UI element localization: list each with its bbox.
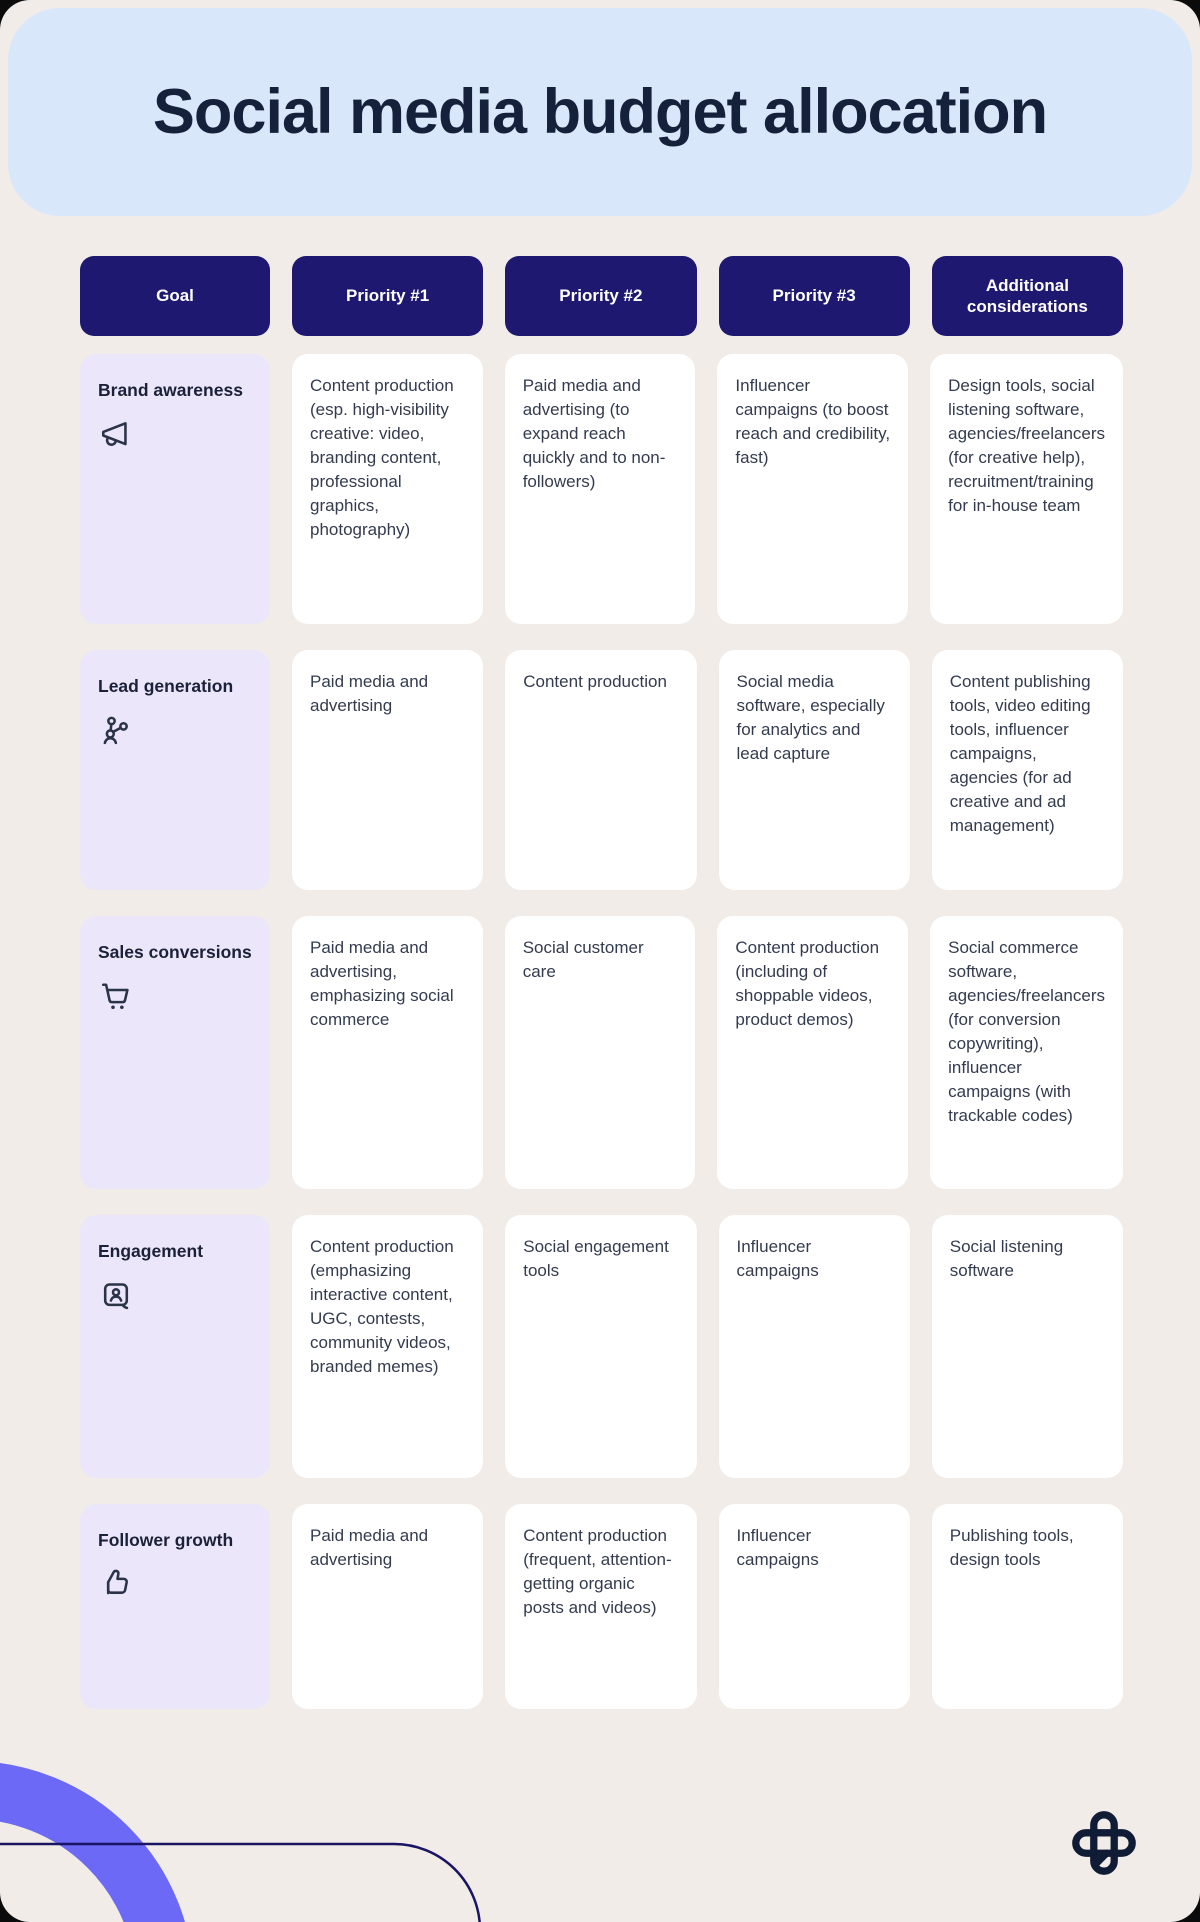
title-banner: Social media budget allocation [8,8,1192,216]
cell-priority-3: Influencer campaigns [718,1504,910,1709]
goal-cell-brand-awareness: Brand awareness [80,354,270,624]
header-priority-3: Priority #3 [718,256,910,336]
budget-allocation-table: Goal Priority #1 Priority #2 Priority #3… [80,256,1123,1735]
cell-priority-3: Social media software, especially for an… [718,650,910,890]
megaphone-icon [98,416,252,457]
table-row: Sales conversions Paid media and adverti… [80,916,1123,1189]
bottom-left-decoration [0,1763,482,1922]
header-priority-2: Priority #2 [505,256,697,336]
cell-priority-3: Influencer campaigns (to boost reach and… [717,354,909,624]
cell-priority-1: Paid media and advertising [292,1504,484,1709]
cell-priority-3: Content production (including of shoppab… [717,916,909,1189]
table-row: Follower growth Paid media and advertisi… [80,1504,1123,1709]
cell-priority-2: Social customer care [504,916,696,1189]
navy-outline-curve [0,1842,482,1922]
cell-priority-2: Content production (frequent, attention-… [505,1504,697,1709]
brand-logo-icon [1069,1808,1139,1878]
thumbs-up-icon [98,1566,252,1607]
cell-additional: Social commerce software, agencies/freel… [930,916,1123,1189]
goal-cell-sales-conversions: Sales conversions [80,916,270,1189]
table-header-row: Goal Priority #1 Priority #2 Priority #3… [80,256,1123,336]
cell-additional: Publishing tools, design tools [931,1504,1123,1709]
table-row: Brand awareness Content production (esp.… [80,354,1123,624]
goal-cell-follower-growth: Follower growth [80,1504,270,1709]
goal-label: Brand awareness [98,380,243,400]
table-row: Engagement Content production (emphasizi… [80,1215,1123,1478]
shopping-cart-icon [98,978,252,1019]
page-title: Social media budget allocation [152,77,1048,147]
person-chat-icon [98,1277,252,1318]
blue-arc [0,1763,185,1922]
cell-priority-1: Paid media and advertising, emphasizing … [292,916,483,1189]
header-priority-1: Priority #1 [292,256,484,336]
cell-priority-1: Content production (emphasizing interact… [292,1215,484,1478]
header-additional-considerations: Additional considerations [931,256,1123,336]
goal-label: Lead generation [98,676,234,696]
table-row: Lead generation Paid media and advertisi… [80,650,1123,890]
cell-priority-2: Social engagement tools [505,1215,697,1478]
cell-additional: Design tools, social listening software,… [930,354,1123,624]
cell-priority-1: Content production (esp. high-visibility… [292,354,483,624]
goal-label: Follower growth [98,1530,234,1550]
cell-additional: Social listening software [931,1215,1123,1478]
goal-label: Sales conversions [98,942,252,962]
goal-cell-engagement: Engagement [80,1215,270,1478]
header-goal: Goal [80,256,270,336]
cell-priority-1: Paid media and advertising [292,650,484,890]
goal-label: Engagement [98,1241,204,1261]
cell-priority-3: Influencer campaigns [718,1215,910,1478]
cell-additional: Content publishing tools, video editing … [931,650,1123,890]
goal-cell-lead-generation: Lead generation [80,650,270,890]
cell-priority-2: Content production [505,650,697,890]
cell-priority-2: Paid media and advertising (to expand re… [504,354,696,624]
leads-network-icon [98,712,252,753]
